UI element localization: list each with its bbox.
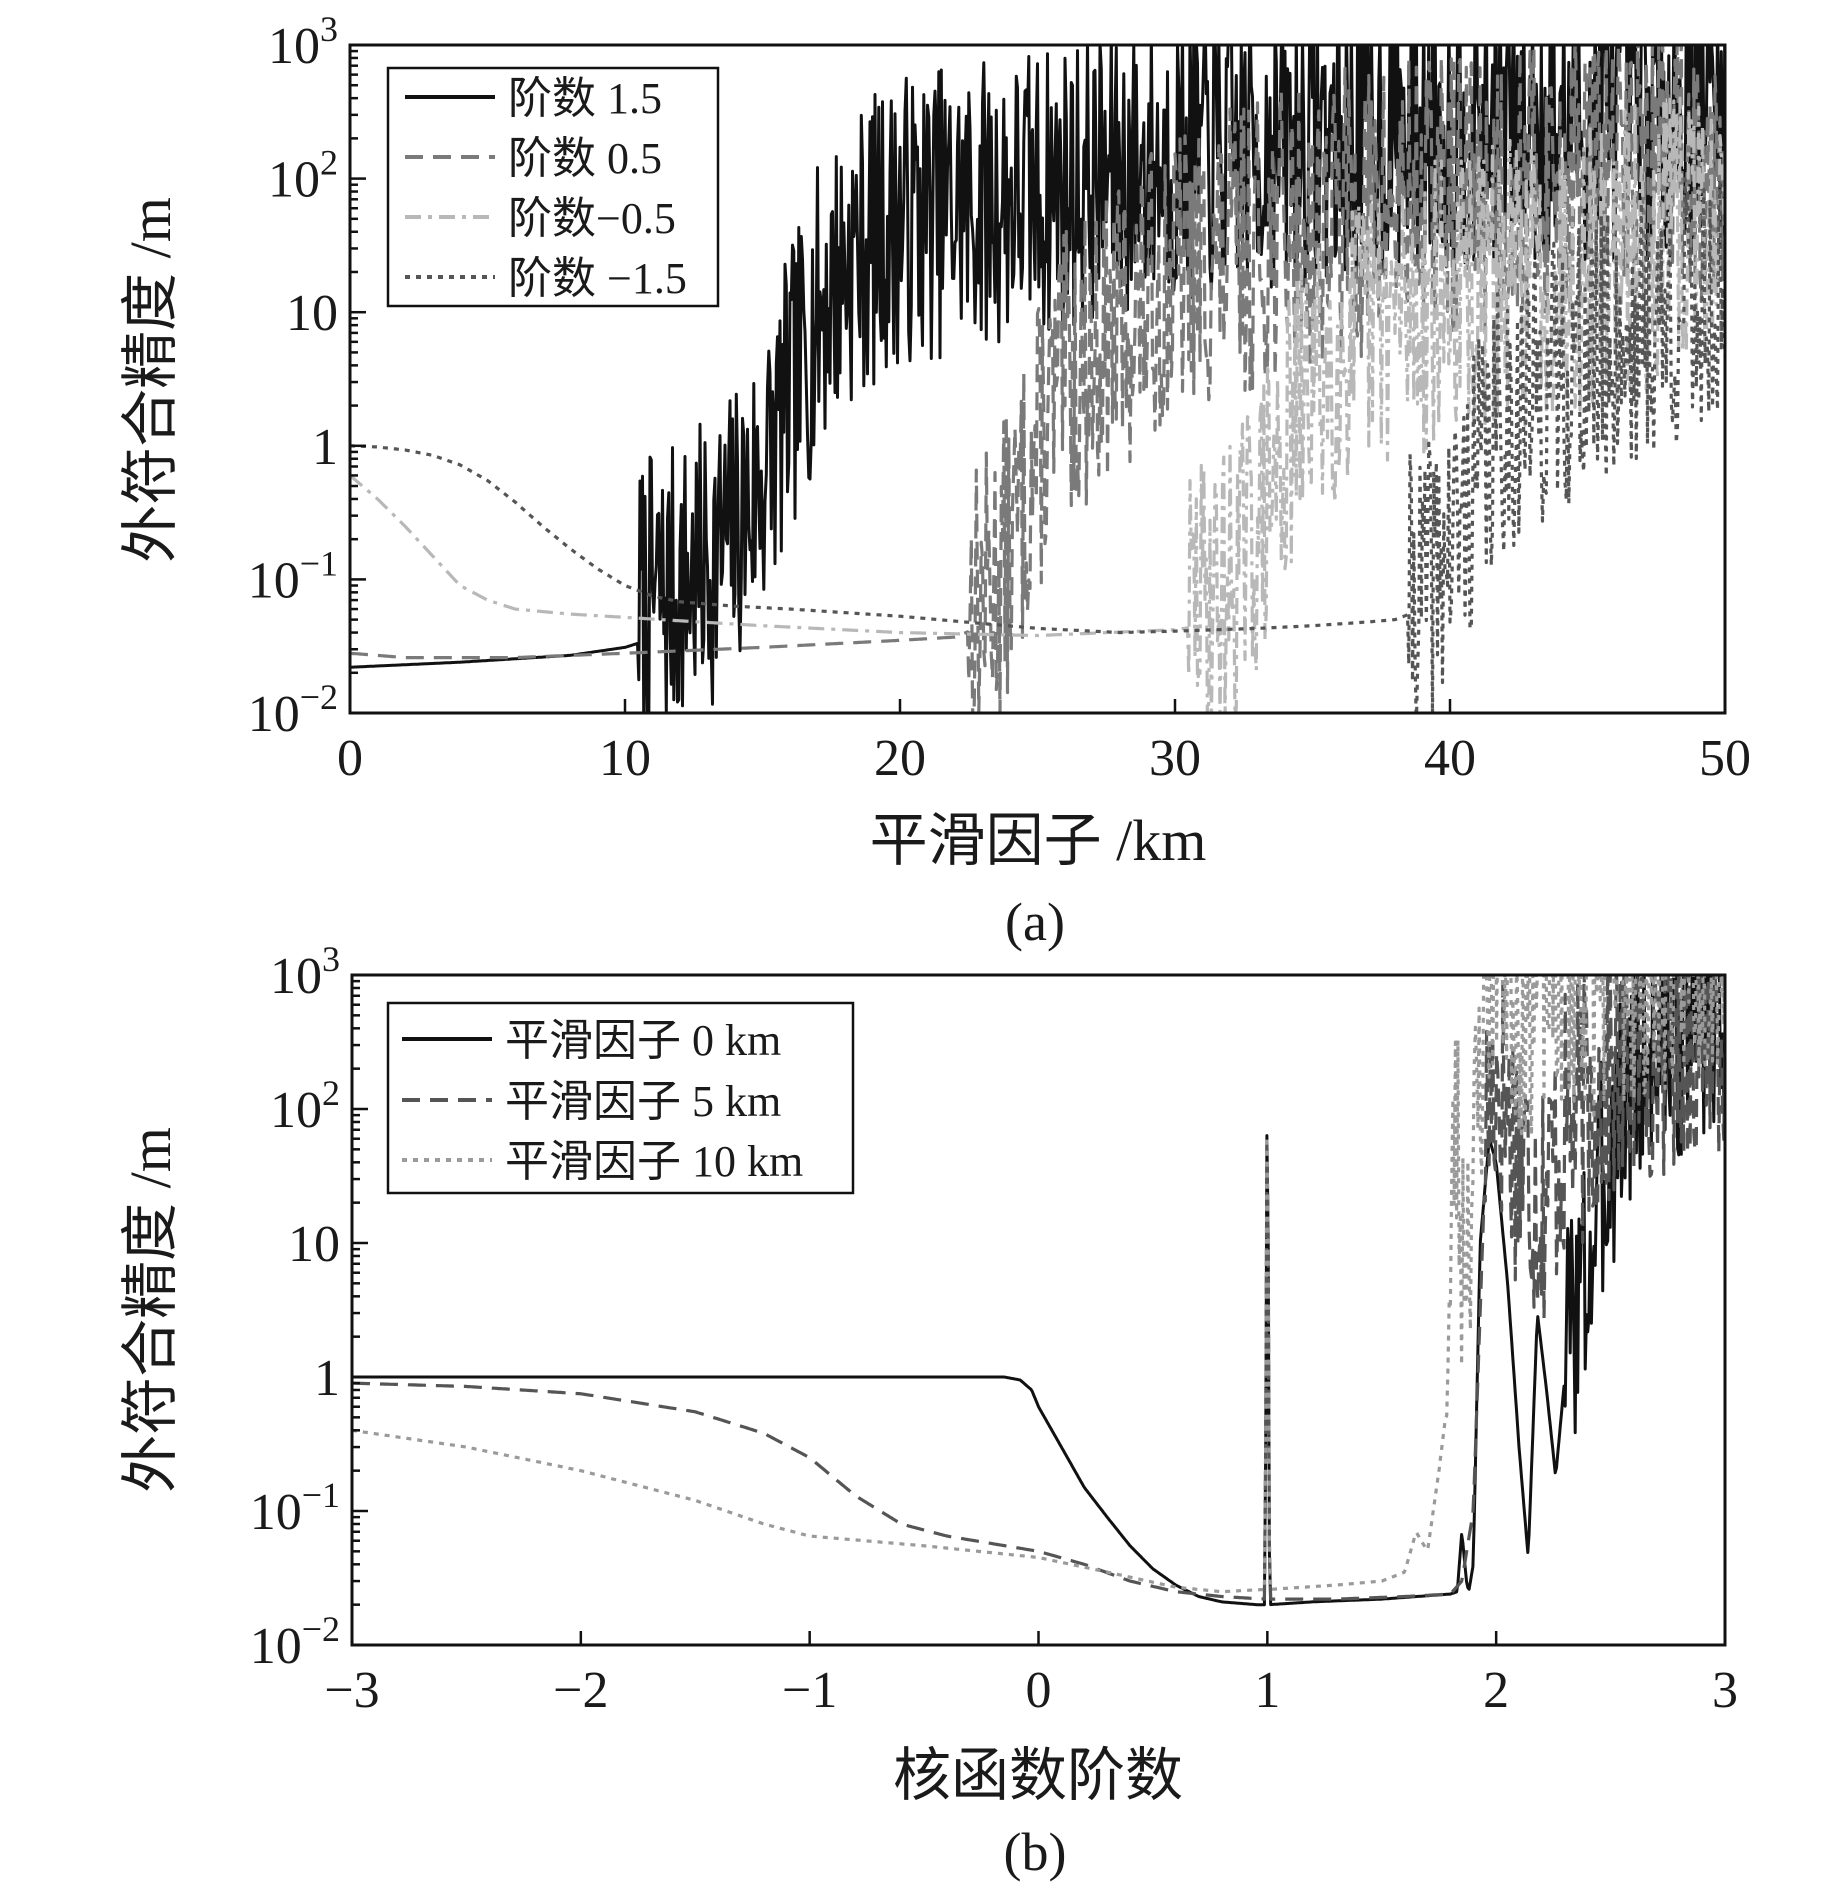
y-tick-label: 10−1 xyxy=(250,1475,340,1541)
x-tick-label: 0 xyxy=(1026,1662,1052,1719)
x-tick-label: 2 xyxy=(1483,1662,1509,1719)
panel-b-caption: (b) xyxy=(1004,1822,1067,1882)
x-tick-label: 10 xyxy=(599,730,651,787)
y-tick-label: 103 xyxy=(270,939,340,1005)
x-tick-label: 50 xyxy=(1699,730,1751,787)
y-tick-label: 1 xyxy=(312,419,338,476)
legend-a-label-order-1-5: 阶数 1.5 xyxy=(508,74,662,123)
y-tick-label: 10−1 xyxy=(248,543,338,609)
x-tick-label: −1 xyxy=(782,1662,837,1719)
series-line-a-2 xyxy=(350,96,1725,713)
legend-b-label-smooth-10km: 平滑因子 10 km xyxy=(505,1137,803,1186)
y-tick-label: 102 xyxy=(270,1073,340,1139)
legend-b-label-smooth-0km: 平滑因子 0 km xyxy=(505,1016,781,1065)
panel-a-plot-frame xyxy=(348,43,1727,715)
y-tick-label: 102 xyxy=(268,143,338,209)
x-tick-label: 40 xyxy=(1424,730,1476,787)
panel-b-series-group xyxy=(352,975,1725,1607)
panel-a-y-axis-label: 外符合精度 /m xyxy=(118,197,183,563)
y-tick-label: 10−2 xyxy=(248,677,338,743)
series-line-b-1 xyxy=(352,975,1725,1601)
panel-b-x-axis-label: 核函数阶数 xyxy=(893,1743,1183,1808)
series-line-a-3 xyxy=(350,177,1725,713)
panel-a-legend: 阶数 1.5 阶数 0.5 阶数−0.5 阶数 −1.5 xyxy=(386,66,720,308)
panel-b-x-ticks: −3 −2 −1 0 1 2 3 xyxy=(324,1631,1738,1719)
panel-b-y-ticks: 10−2 10−1 1 10 102 103 xyxy=(250,939,368,1675)
panel-b: −3 −2 −1 0 1 2 3 10−2 10−1 1 10 102 103 核函数阶数 外符合精度… xyxy=(118,939,1738,1882)
y-tick-label: 103 xyxy=(268,9,338,75)
y-tick-label: 10 xyxy=(288,1216,340,1273)
panel-a-caption: (a) xyxy=(1005,892,1065,952)
panel-a-legend-box xyxy=(386,66,720,308)
x-tick-label: 1 xyxy=(1254,1662,1280,1719)
y-tick-label: 10 xyxy=(286,285,338,342)
legend-a-label-order-neg-1-5: 阶数 −1.5 xyxy=(508,254,687,303)
y-tick-label: 1 xyxy=(314,1350,340,1407)
x-tick-label: 30 xyxy=(1149,730,1201,787)
panel-a: 0 10 20 30 40 50 10−2 10−1 1 10 102 103 平滑因子 /km 外… xyxy=(118,9,1751,952)
panel-b-y-axis-label: 外符合精度 /m xyxy=(118,1127,183,1493)
legend-a-label-order-0-5: 阶数 0.5 xyxy=(508,134,662,183)
panel-b-legend: 平滑因子 0 km 平滑因子 5 km 平滑因子 10 km xyxy=(386,1001,855,1195)
x-tick-label: 0 xyxy=(337,730,363,787)
x-tick-label: 20 xyxy=(874,730,926,787)
legend-a-label-order-neg-0-5: 阶数−0.5 xyxy=(508,194,676,243)
x-tick-label: −2 xyxy=(553,1662,608,1719)
series-line-b-2 xyxy=(352,975,1725,1594)
legend-b-label-smooth-5km: 平滑因子 5 km xyxy=(505,1077,781,1126)
x-tick-label: −3 xyxy=(324,1662,379,1719)
panel-a-x-ticks: 0 10 20 30 40 50 xyxy=(337,699,1751,787)
series-line-a-1 xyxy=(350,45,1725,713)
y-tick-label: 10−2 xyxy=(250,1609,340,1675)
panel-a-y-ticks: 10−2 10−1 1 10 102 103 xyxy=(248,9,366,743)
panel-a-x-axis-label: 平滑因子 /km xyxy=(870,808,1207,873)
x-tick-label: 3 xyxy=(1712,1662,1738,1719)
